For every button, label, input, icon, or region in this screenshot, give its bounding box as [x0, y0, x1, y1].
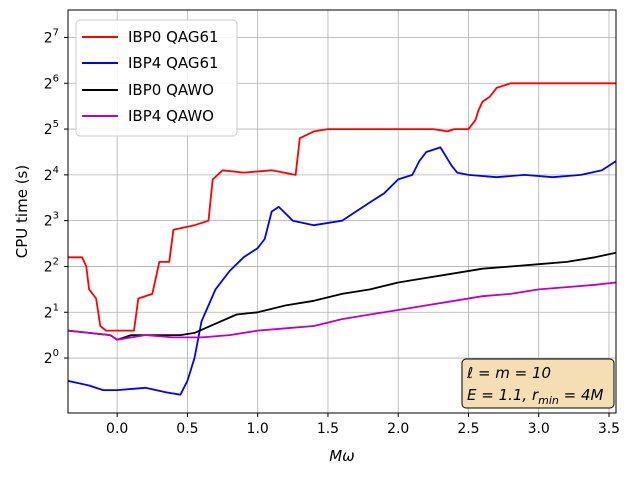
y-tick-label: 27 [44, 27, 59, 46]
series-line-ibp4-qawo [67, 281, 617, 341]
series-line-ibp4-qag61 [67, 146, 617, 396]
annotation-line-2: E = 1.1, rmin = 4M [467, 386, 604, 407]
y-axis-ticks: 20 21 22 23 24 25 26 27 [44, 27, 68, 367]
y-tick-label: 25 [44, 119, 59, 138]
y-tick-label: 20 [44, 348, 59, 367]
annotation-line-1: ℓ = m = 10 [466, 364, 551, 382]
x-tick-label: 0.0 [106, 421, 128, 437]
x-tick-label: 3.5 [598, 421, 620, 437]
annotation-line-2-main: E = 1.1, r [467, 386, 539, 404]
legend: IBP0 QAG61 IBP4 QAG61 IBP0 QAWO IBP4 QAW… [75, 19, 238, 137]
plot-frame [67, 9, 617, 414]
y-tick-label: 21 [44, 302, 59, 321]
x-axis-label: Mω [329, 447, 355, 465]
series-layer [67, 82, 617, 396]
y-tick-label: 22 [44, 256, 59, 275]
y-tick-label: 24 [44, 165, 59, 184]
x-tick-label: 1.0 [247, 421, 269, 437]
annotation-line-2-tail: = 4M [559, 386, 604, 404]
series-line-ibp0-qag61 [68, 82, 616, 332]
y-axis-label: CPU time (s) [13, 165, 31, 258]
legend-label-ibp4-qag61: IBP4 QAG61 [128, 54, 219, 72]
x-tick-label: 0.5 [176, 421, 198, 437]
legend-label-ibp0-qag61: IBP0 QAG61 [128, 28, 219, 46]
y-tick-label: 23 [44, 211, 59, 230]
x-tick-label: 3.0 [528, 421, 550, 437]
x-axis-ticks: 0.0 0.5 1.0 1.5 2.0 2.5 3.0 3.5 [106, 413, 620, 437]
annotation-box [461, 358, 615, 409]
x-tick-label: 2.0 [387, 421, 409, 437]
annotation-line-2-subscript: min [538, 394, 559, 407]
x-tick-label: 2.5 [457, 421, 479, 437]
legend-label-ibp0-qawo: IBP0 QAWO [128, 81, 214, 99]
series-line-ibp0-qawo [67, 251, 617, 341]
y-tick-label: 26 [44, 73, 59, 92]
legend-box [75, 19, 238, 137]
x-tick-label: 1.5 [317, 421, 339, 437]
legend-label-ibp4-qawo: IBP4 QAWO [128, 107, 214, 125]
parameter-annotation: ℓ = m = 10 E = 1.1, rmin = 4M [461, 358, 615, 409]
